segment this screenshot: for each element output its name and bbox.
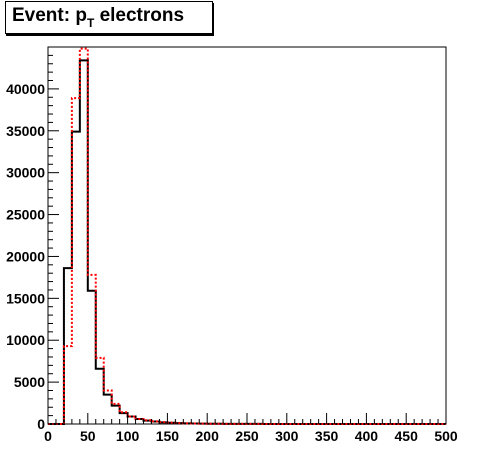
x-tick-label: 400 xyxy=(355,428,379,444)
title-rest: electrons xyxy=(94,5,185,26)
x-tick-label: 450 xyxy=(395,428,419,444)
x-tick-label: 0 xyxy=(44,428,52,444)
x-tick-label: 50 xyxy=(80,428,96,444)
x-tick-label: 150 xyxy=(156,428,180,444)
x-tick-label: 100 xyxy=(116,428,140,444)
chart-title: Event: pT electrons xyxy=(12,5,185,30)
y-tick-label: 5000 xyxy=(14,374,45,390)
y-tick-label: 30000 xyxy=(6,165,45,181)
series-0-histogram-line xyxy=(48,59,446,425)
y-tick-label: 15000 xyxy=(6,290,45,306)
y-tick-label: 20000 xyxy=(6,248,45,264)
x-tick-label: 200 xyxy=(196,428,220,444)
y-tick-label: 35000 xyxy=(6,123,45,139)
x-tick-label: 250 xyxy=(235,428,259,444)
plot-frame xyxy=(47,46,447,425)
x-tick-label: 500 xyxy=(434,428,458,444)
y-tick-label: 25000 xyxy=(6,207,45,223)
axis-layer: 0 50 100 150 200 250 300 350 400 450 5000500010000… xyxy=(6,54,458,444)
series-layer xyxy=(48,47,446,425)
x-tick-label: 300 xyxy=(275,428,299,444)
chart-title-box: Event: pT electrons xyxy=(5,1,213,34)
series-1-histogram-line xyxy=(48,47,446,425)
title-main: Event: p xyxy=(12,5,87,26)
x-tick-label: 350 xyxy=(315,428,339,444)
y-tick-label: 40000 xyxy=(6,81,45,97)
y-tick-label: 10000 xyxy=(6,332,45,348)
y-tick-label: 0 xyxy=(37,416,45,432)
title-subscript: T xyxy=(86,16,95,30)
